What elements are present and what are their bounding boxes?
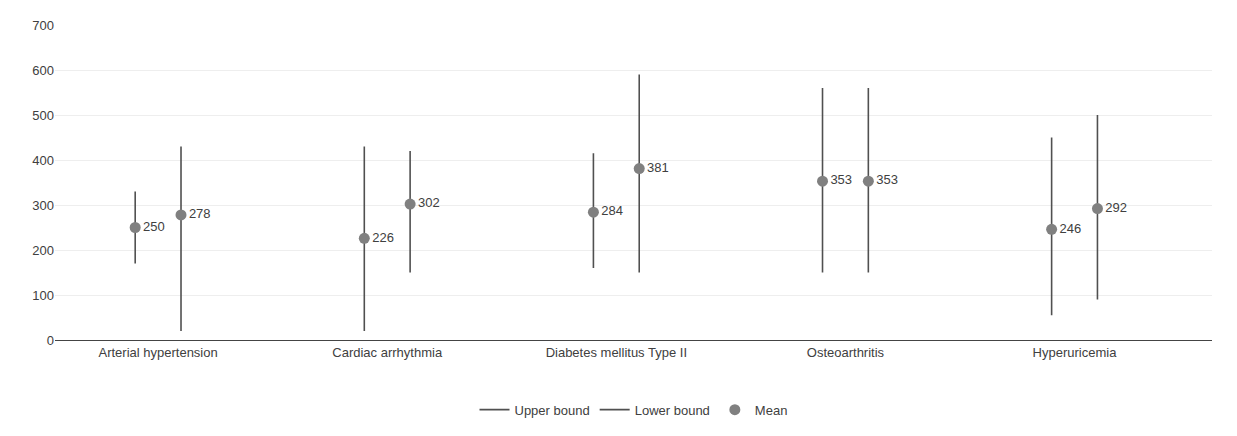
svg-text:284: 284 — [601, 203, 623, 218]
svg-text:353: 353 — [830, 172, 852, 187]
svg-text:Hyperuricemia: Hyperuricemia — [1033, 345, 1118, 360]
svg-text:Lower bound: Lower bound — [635, 403, 710, 418]
svg-text:381: 381 — [647, 160, 669, 175]
svg-text:353: 353 — [876, 172, 898, 187]
svg-text:226: 226 — [372, 230, 394, 245]
svg-text:600: 600 — [32, 63, 54, 78]
svg-text:200: 200 — [32, 243, 54, 258]
svg-text:250: 250 — [143, 219, 165, 234]
svg-text:100: 100 — [32, 288, 54, 303]
svg-text:500: 500 — [32, 108, 54, 123]
svg-text:400: 400 — [32, 153, 54, 168]
svg-text:Osteoarthritis: Osteoarthritis — [807, 345, 885, 360]
svg-text:Cardiac arrhythmia: Cardiac arrhythmia — [332, 345, 443, 360]
svg-text:0: 0 — [47, 333, 54, 348]
svg-text:Mean: Mean — [755, 403, 788, 418]
svg-text:278: 278 — [189, 206, 211, 221]
svg-text:Diabetes mellitus Type II: Diabetes mellitus Type II — [546, 345, 687, 360]
svg-text:Upper bound: Upper bound — [515, 403, 590, 418]
svg-text:302: 302 — [418, 195, 440, 210]
svg-text:700: 700 — [32, 18, 54, 33]
svg-text:292: 292 — [1105, 200, 1127, 215]
svg-text:300: 300 — [32, 198, 54, 213]
svg-text:246: 246 — [1059, 221, 1081, 236]
svg-text:Arterial hypertension: Arterial hypertension — [98, 345, 217, 360]
